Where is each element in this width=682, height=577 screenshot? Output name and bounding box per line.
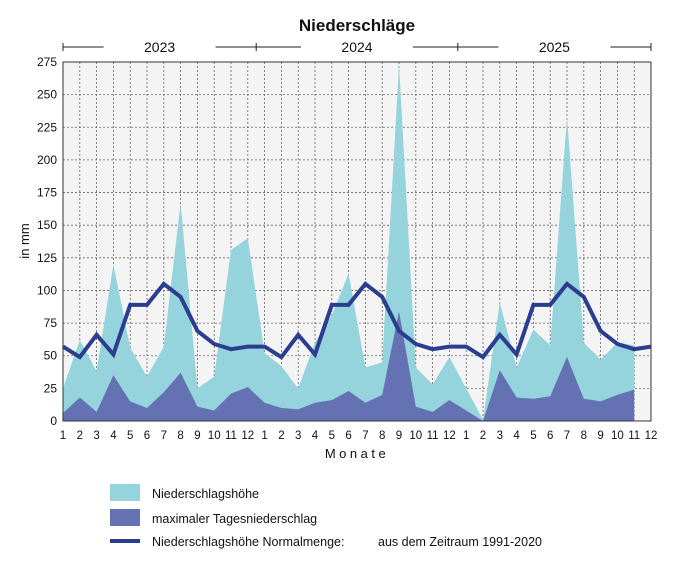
y-tick-label: 0: [50, 414, 57, 428]
x-tick-label: 11: [225, 430, 237, 442]
x-axis-ticks: 1 2 3 4 5 6 7 8 9 10 11 12 1 2 3 4 5 6 7 8 9 10 11 12 1 2 3 4 5 6 7 8 9 1…: [60, 430, 658, 442]
x-tick-label: 11: [628, 430, 640, 442]
x-tick-label: 1: [60, 430, 66, 442]
x-tick-label: 7: [564, 430, 570, 442]
y-tick-label: 250: [37, 88, 57, 102]
y-tick-label: 75: [44, 316, 58, 330]
legend-note: aus dem Zeitraum 1991-2020: [378, 535, 542, 549]
year-label: 2024: [341, 39, 372, 55]
chart-title: Niederschläge: [299, 16, 415, 35]
x-tick-label: 10: [409, 430, 422, 442]
x-tick-label: 11: [427, 430, 439, 442]
area-series-1: [63, 311, 635, 421]
year-brackets: 2023 2024 2025: [62, 39, 652, 55]
x-tick-label: 4: [312, 430, 319, 442]
x-tick-label: 3: [295, 430, 301, 442]
x-tick-label: 8: [379, 430, 385, 442]
year-label: 2023: [144, 39, 175, 55]
x-tick-label: 1: [463, 430, 469, 442]
line-series-normalmenge: [61, 281, 652, 360]
x-tick-label: 4: [513, 430, 520, 442]
legend-label: Niederschlagshöhe Normalmenge:: [152, 535, 344, 549]
x-tick-label: 10: [208, 430, 221, 442]
legend-swatch-niederschlagshoehe: [110, 484, 140, 501]
y-tick-label: 175: [37, 186, 57, 200]
x-tick-label: 5: [530, 430, 536, 442]
legend-label: maximaler Tagesniederschlag: [152, 512, 317, 526]
x-tick-label: 2: [278, 430, 284, 442]
x-tick-label: 8: [177, 430, 183, 442]
x-tick-label: 12: [443, 430, 456, 442]
y-tick-label: 150: [37, 218, 57, 232]
x-tick-label: 5: [329, 430, 335, 442]
x-tick-label: 1: [261, 430, 267, 442]
x-tick-label: 7: [362, 430, 368, 442]
legend-swatch-max-tagesniederschlag: [110, 509, 140, 526]
x-tick-label: 12: [241, 430, 254, 442]
legend-label: Niederschlagshöhe: [152, 487, 259, 501]
y-tick-label: 225: [37, 120, 57, 134]
y-axis-ticks: 0 25 50 75 100 125 150 175 200 225 250 275: [37, 55, 57, 428]
x-tick-label: 9: [597, 430, 603, 442]
y-tick-label: 275: [37, 55, 57, 69]
x-tick-label: 5: [127, 430, 133, 442]
x-tick-label: 2: [77, 430, 83, 442]
y-axis-label: in mm: [17, 223, 32, 258]
areas: [61, 64, 652, 422]
year-label: 2025: [539, 39, 570, 55]
x-tick-label: 7: [161, 430, 167, 442]
plot-frame: [62, 61, 652, 422]
x-tick-label: 9: [396, 430, 402, 442]
x-axis-label: Monate: [325, 446, 389, 461]
x-tick-label: 3: [497, 430, 503, 442]
y-tick-label: 125: [37, 251, 57, 265]
x-tick-label: 6: [345, 430, 351, 442]
y-tick-label: 100: [37, 283, 57, 297]
x-tick-label: 6: [547, 430, 553, 442]
x-tick-label: 9: [194, 430, 200, 442]
x-tick-label: 4: [110, 430, 117, 442]
legend: Niederschlagshöhe maximaler Tagesnieders…: [110, 484, 542, 549]
x-tick-label: 2: [480, 430, 486, 442]
y-tick-label: 50: [44, 349, 58, 363]
x-tick-label: 3: [93, 430, 99, 442]
x-tick-label: 12: [645, 430, 658, 442]
x-tick-label: 10: [611, 430, 624, 442]
x-tick-label: 8: [581, 430, 587, 442]
y-tick-label: 25: [44, 381, 58, 395]
x-tick-label: 6: [144, 430, 150, 442]
y-tick-label: 200: [37, 153, 57, 167]
